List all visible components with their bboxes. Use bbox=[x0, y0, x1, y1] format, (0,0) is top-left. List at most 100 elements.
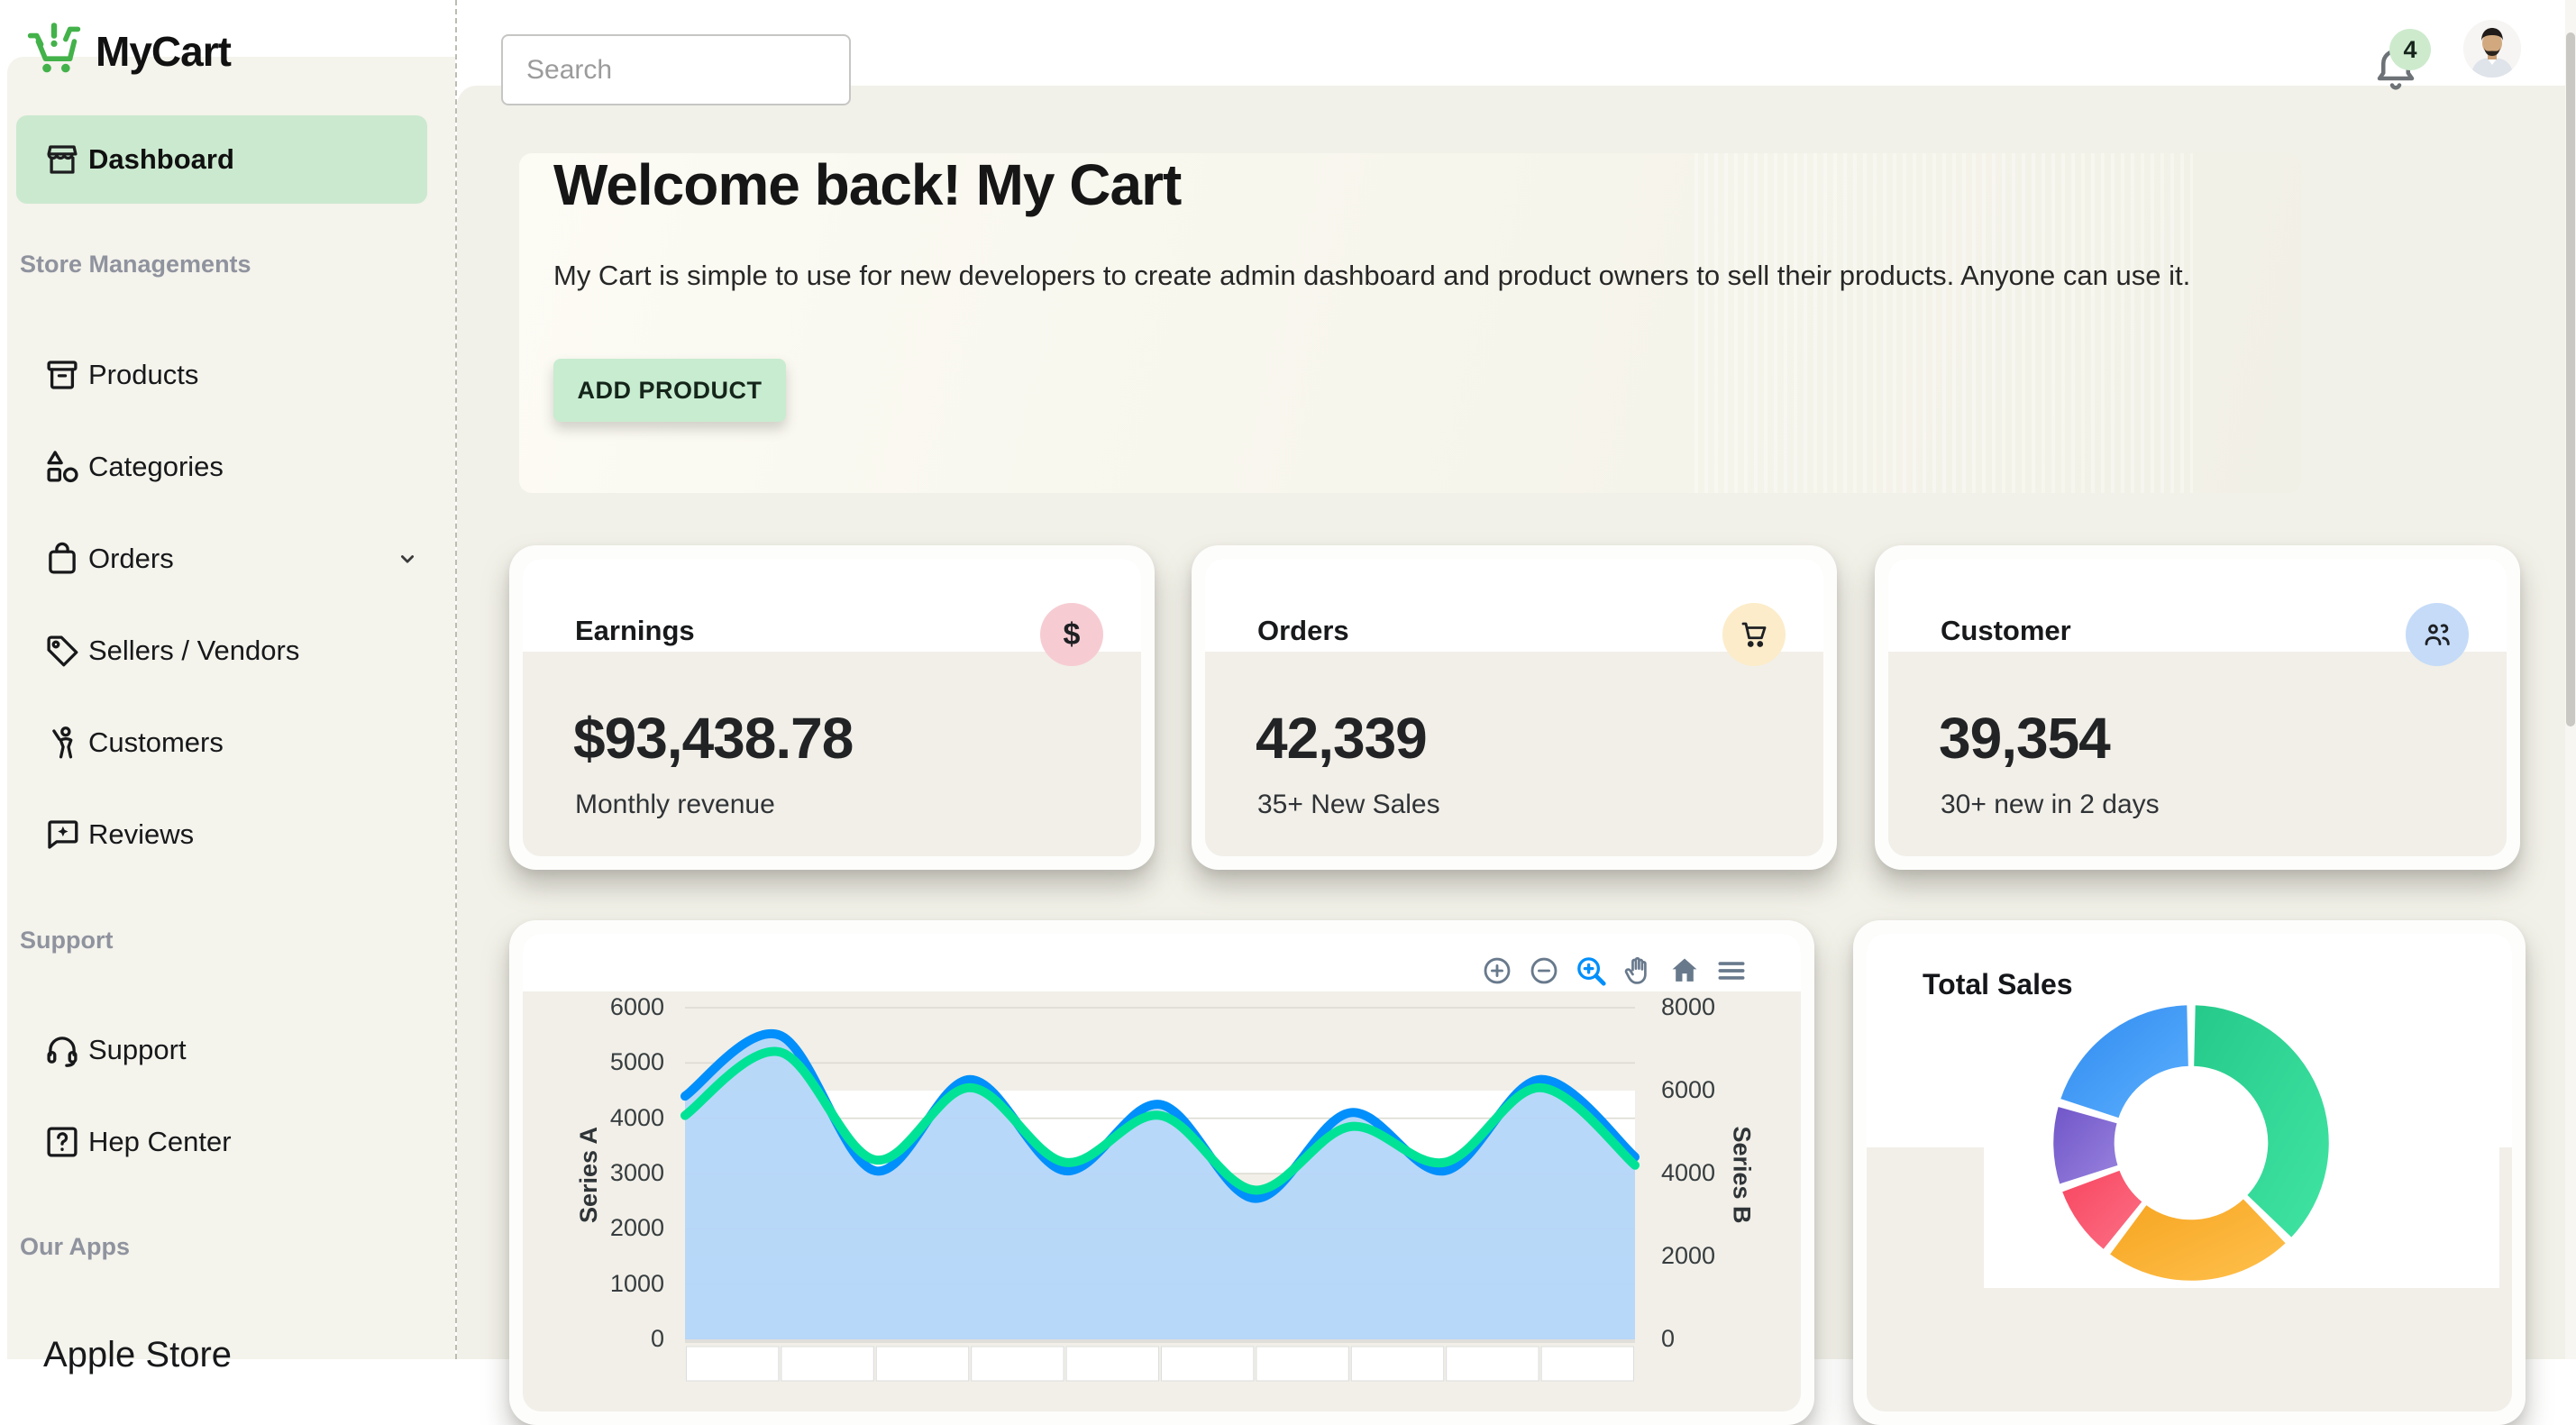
sidebar-item-customers[interactable]: Customers bbox=[0, 699, 455, 786]
sidebar-section-our-apps: Our Apps bbox=[20, 1233, 131, 1260]
x-axis-cell bbox=[971, 1346, 1064, 1382]
storefront-icon bbox=[43, 141, 81, 178]
y-axis-tick-left: 2000 bbox=[609, 1214, 664, 1242]
sidebar-divider bbox=[455, 0, 457, 1359]
app-logo-text: MyCart bbox=[96, 27, 232, 75]
y-axis-title-left: Series A bbox=[575, 1126, 603, 1224]
chat-star-icon bbox=[43, 816, 81, 854]
sidebar-item-label: Hep Center bbox=[88, 1126, 232, 1157]
zoom-out-icon[interactable] bbox=[1527, 954, 1561, 988]
stat-caption: Monthly revenue bbox=[575, 790, 775, 819]
donut-slice[interactable] bbox=[2060, 1167, 2145, 1253]
x-axis-cell bbox=[875, 1346, 970, 1382]
banner-subtitle: My Cart is simple to use for new develop… bbox=[553, 260, 2191, 291]
sidebar-item-label: Orders bbox=[88, 543, 174, 574]
stat-value: 42,339 bbox=[1256, 706, 1428, 771]
earnings-card: Earnings $ $93,438.78 Monthly revenue bbox=[509, 545, 1155, 870]
sidebar-background bbox=[7, 57, 455, 1359]
sidebar-item-label: Customers bbox=[88, 726, 224, 758]
sidebar-item-label: Reviews bbox=[88, 818, 195, 850]
shapes-icon bbox=[43, 448, 81, 486]
y-axis-tick-right: 4000 bbox=[1661, 1159, 1716, 1186]
app-logo[interactable]: MyCart bbox=[25, 20, 232, 82]
banner-title: Welcome back! My Cart bbox=[553, 152, 1182, 217]
archive-box-icon bbox=[43, 356, 81, 394]
cart-logo-icon bbox=[25, 20, 83, 82]
sidebar-item-label: Sellers / Vendors bbox=[88, 635, 300, 666]
y-axis-tick-right: 0 bbox=[1661, 1325, 1676, 1352]
sidebar-item-label: Support bbox=[88, 1034, 187, 1065]
area-chart-plot[interactable] bbox=[681, 1007, 1640, 1382]
y-axis-title-right: Series B bbox=[1728, 1126, 1756, 1224]
y-axis-tick-left: 0 bbox=[650, 1325, 664, 1352]
customer-card: Customer 39,354 30+ new in 2 days bbox=[1875, 545, 2520, 870]
donut-slice[interactable] bbox=[2191, 1002, 2332, 1241]
y-axis-tick-left: 6000 bbox=[609, 993, 664, 1020]
sidebar-item-dashboard[interactable]: Dashboard bbox=[16, 115, 427, 204]
person-wave-icon bbox=[43, 724, 81, 762]
zoom-in-icon[interactable] bbox=[1480, 954, 1514, 988]
stat-title: Orders bbox=[1257, 615, 1349, 646]
sidebar-item-sellers-vendors[interactable]: Sellers / Vendors bbox=[0, 607, 455, 694]
help-box-icon bbox=[43, 1123, 81, 1161]
sidebar-item-help-center[interactable]: Hep Center bbox=[0, 1099, 455, 1185]
sidebar-item-label: Apple Store bbox=[43, 1334, 233, 1375]
x-axis-cell bbox=[1256, 1346, 1349, 1382]
sidebar-item-orders[interactable]: Orders bbox=[0, 516, 455, 602]
donut-slice[interactable] bbox=[2058, 1002, 2191, 1121]
donut-slice[interactable] bbox=[2106, 1195, 2289, 1283]
pan-hand-icon[interactable] bbox=[1621, 954, 1655, 988]
notification-badge[interactable]: 4 bbox=[2389, 29, 2431, 70]
stat-caption: 30+ new in 2 days bbox=[1941, 790, 2160, 819]
x-axis-cell bbox=[1540, 1346, 1634, 1382]
dollar-icon: $ bbox=[1040, 603, 1103, 666]
total-sales-donut-chart[interactable] bbox=[2047, 999, 2335, 1287]
y-axis-tick-right: 2000 bbox=[1661, 1242, 1716, 1269]
stat-value: $93,438.78 bbox=[573, 706, 854, 771]
scrollbar-thumb[interactable] bbox=[2566, 32, 2575, 726]
sidebar-item-reviews[interactable]: Reviews bbox=[0, 791, 455, 878]
stat-value: 39,354 bbox=[1939, 706, 2111, 771]
x-axis-cell bbox=[1065, 1346, 1160, 1382]
sidebar-item-products[interactable]: Products bbox=[0, 332, 455, 418]
x-axis-cell bbox=[1446, 1346, 1539, 1382]
stat-title: Earnings bbox=[575, 615, 695, 646]
tag-icon bbox=[43, 632, 81, 670]
selection-zoom-icon[interactable] bbox=[1574, 954, 1608, 988]
add-product-button[interactable]: ADD PRODUCT bbox=[553, 359, 786, 422]
y-axis-tick-left: 5000 bbox=[609, 1048, 664, 1076]
sidebar-section-support: Support bbox=[20, 927, 114, 954]
headset-icon bbox=[43, 1031, 81, 1069]
sidebar-item-label: Categories bbox=[88, 451, 224, 482]
sidebar-item-support[interactable]: Support bbox=[0, 1007, 455, 1093]
x-axis-cell bbox=[781, 1346, 874, 1382]
sidebar-item-label: Products bbox=[88, 359, 199, 390]
people-icon bbox=[2406, 603, 2469, 666]
shopping-bag-icon bbox=[43, 540, 81, 578]
y-axis-tick-left: 3000 bbox=[609, 1159, 664, 1186]
total-sales-card: Total Sales bbox=[1853, 920, 2526, 1425]
welcome-banner: Welcome back! My Cart My Cart is simple … bbox=[519, 152, 2301, 493]
sidebar-section-store: Store Managements bbox=[20, 251, 251, 278]
user-avatar[interactable] bbox=[2463, 20, 2521, 78]
home-reset-icon[interactable] bbox=[1667, 954, 1702, 988]
x-axis-cell bbox=[1161, 1346, 1255, 1382]
donut-slice[interactable] bbox=[2051, 1103, 2121, 1187]
chevron-down-icon[interactable] bbox=[394, 545, 421, 572]
cart-icon bbox=[1722, 603, 1786, 666]
y-axis-tick-left: 4000 bbox=[609, 1103, 664, 1131]
sidebar-item-categories[interactable]: Categories bbox=[0, 424, 455, 510]
sidebar-item-apple-store[interactable]: Apple Store bbox=[0, 1311, 455, 1398]
sidebar-item-label: Dashboard bbox=[88, 143, 234, 175]
x-axis-cell bbox=[686, 1346, 780, 1382]
x-axis-cell bbox=[1350, 1346, 1445, 1382]
search-input[interactable] bbox=[501, 34, 851, 105]
donut-title: Total Sales bbox=[1923, 968, 2073, 1000]
orders-card: Orders 42,339 35+ New Sales bbox=[1192, 545, 1837, 870]
stat-title: Customer bbox=[1941, 615, 2071, 646]
menu-icon[interactable] bbox=[1714, 954, 1749, 988]
chart-toolbar bbox=[1480, 954, 1749, 988]
y-axis-tick-left: 1000 bbox=[609, 1269, 664, 1297]
banner-decoration bbox=[1688, 153, 2193, 493]
stat-caption: 35+ New Sales bbox=[1257, 790, 1440, 819]
